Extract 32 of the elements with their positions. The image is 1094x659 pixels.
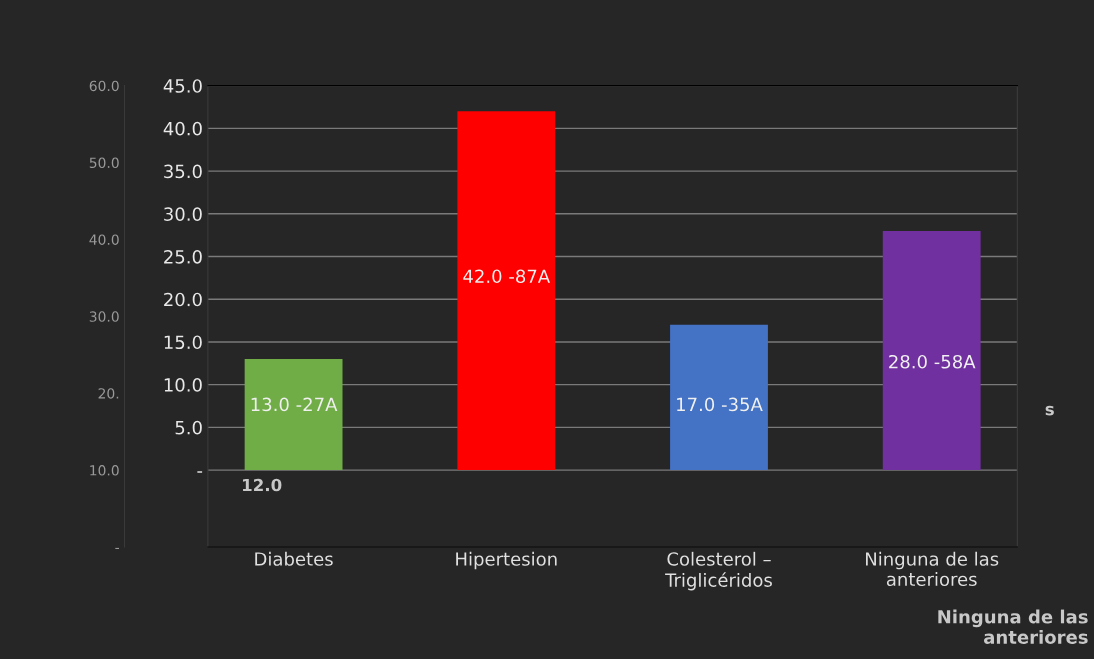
bar: [670, 324, 768, 471]
text: s: [1045, 405, 1054, 416]
y-tick-label: 35.0: [164, 164, 202, 179]
y2-tick-label: 30.0: [89, 311, 119, 322]
x-tick-label: Colesterol – Triglicéridos: [665, 551, 772, 591]
y2-tick-label: 20.: [98, 388, 119, 399]
y2-tick-label: 60.0: [89, 80, 119, 92]
text: Ninguna de las anteriores: [938, 609, 1088, 644]
y-tick-label: 25.0: [164, 249, 202, 264]
y-tick-label: 30.0: [164, 207, 202, 221]
y-tick-label: 10.0: [164, 378, 202, 392]
y-tick-label: 15.0: [164, 335, 202, 350]
annotation: 12.0: [242, 478, 282, 492]
bar: [457, 111, 556, 471]
bar: [244, 359, 343, 471]
x-tick-label: Ninguna de las anteriores: [866, 551, 999, 587]
y2-tick-label: 50.0: [89, 157, 119, 169]
y2-tick-label: -: [115, 547, 119, 549]
data-label: 13.0 -27A: [251, 397, 338, 412]
y2-tick-label: 10.0: [90, 465, 119, 476]
y-tick-label: 40.0: [163, 121, 202, 136]
data-label: 42.0 -87A: [463, 269, 551, 284]
y2-tick-label: 40.0: [89, 234, 119, 245]
y-tick-label: 45.0: [163, 79, 202, 93]
y-tick-label: 5.0: [175, 420, 202, 435]
data-label: 17.0 -35A: [677, 397, 763, 412]
bar: [882, 230, 981, 471]
y-tick-label: -: [197, 471, 203, 473]
x-tick-label: Diabetes: [255, 551, 333, 566]
y-tick-label: 20.0: [164, 292, 202, 307]
data-label: 28.0 -58A: [889, 354, 976, 369]
x-tick-label: Hipertesion: [456, 551, 557, 570]
